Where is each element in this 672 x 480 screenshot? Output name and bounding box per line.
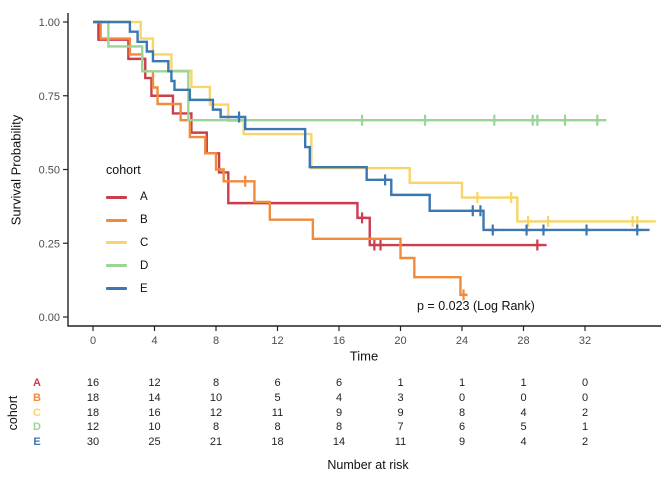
risk-count-C-t32: 2: [581, 407, 589, 419]
legend-swatch-B: [106, 218, 127, 222]
legend-item-A: A: [106, 186, 176, 209]
y-tick-label: 0.75: [39, 91, 60, 103]
risk-count-E-t8: 21: [209, 436, 223, 448]
risk-count-D-t32: 1: [581, 421, 589, 433]
legend-label-D: D: [140, 259, 149, 272]
y-tick-label: 0.25: [39, 238, 60, 250]
risk-count-B-t12: 5: [274, 392, 281, 404]
risk-count-C-t12: 11: [271, 407, 284, 419]
risk-count-E-t20: 11: [394, 436, 407, 448]
risk-row-label-E: E: [33, 436, 41, 448]
risk-count-E-t28: 4: [520, 436, 527, 448]
risk-count-C-t0: 18: [86, 407, 100, 419]
survival-curve-C: [93, 20, 656, 223]
risk-count-D-t28: 5: [520, 421, 527, 433]
risk-count-B-t4: 14: [148, 392, 161, 404]
censor-marks-C: [473, 192, 642, 227]
risk-count-A-t20: 1: [397, 377, 404, 389]
risk-count-D-t8: 8: [212, 421, 220, 433]
legend-swatch-C: [106, 241, 127, 245]
x-tick-label: 32: [579, 335, 591, 347]
risk-count-A-t16: 6: [335, 377, 343, 389]
risk-count-D-t24: 6: [458, 421, 466, 433]
risk-count-C-t16: 9: [335, 407, 343, 419]
risk-count-E-t32: 2: [581, 436, 589, 448]
risk-count-B-t32: 0: [581, 392, 589, 404]
x-tick-label: 4: [151, 335, 157, 347]
censor-marks-B: [241, 175, 468, 301]
x-tick-label: 12: [271, 335, 283, 347]
risk-row-label-A: A: [33, 377, 41, 389]
x-axis-title: Time: [349, 348, 379, 364]
risk-count-E-t12: 18: [271, 436, 284, 448]
risk-count-A-t4: 12: [148, 377, 161, 389]
risk-count-C-t20: 9: [397, 407, 404, 419]
y-tick-label: 0.00: [39, 312, 60, 324]
censor-marks-E: [235, 111, 642, 236]
axis-lines: [67, 13, 661, 327]
legend: cohort A B C D E: [106, 163, 176, 300]
risk-table-title: Number at risk: [327, 458, 409, 472]
risk-count-E-t24: 9: [458, 436, 466, 448]
risk-count-E-t0: 30: [86, 436, 100, 448]
risk-count-D-t12: 8: [274, 421, 281, 433]
risk-count-E-t4: 25: [148, 436, 161, 448]
pvalue-annotation: p = 0.023 (Log Rank): [417, 299, 535, 313]
legend-item-B: B: [106, 209, 176, 232]
risk-count-A-t8: 8: [212, 377, 220, 389]
legend-item-C: C: [106, 232, 176, 255]
legend-item-D: D: [106, 254, 176, 277]
survival-curve-A: [93, 20, 547, 247]
legend-item-E: E: [106, 277, 176, 300]
risk-count-C-t4: 16: [148, 407, 161, 419]
risk-row-label-C: C: [33, 407, 41, 419]
risk-count-D-t0: 12: [86, 421, 100, 433]
legend-label-E: E: [140, 282, 148, 295]
risk-count-B-t28: 0: [520, 392, 527, 404]
risk-count-B-t8: 10: [209, 392, 223, 404]
risk-row-label-B: B: [33, 392, 41, 404]
risk-count-D-t16: 8: [335, 421, 343, 433]
risk-count-A-t0: 16: [86, 377, 100, 389]
risk-count-D-t4: 10: [148, 421, 161, 433]
risk-count-E-t16: 14: [332, 436, 346, 448]
legend-swatch-E: [106, 287, 127, 291]
risk-count-C-t8: 12: [209, 407, 223, 419]
survival-curve-D: [93, 20, 607, 122]
censor-marks-A: [358, 212, 542, 251]
x-tick-label: 0: [90, 335, 96, 347]
x-tick-label: 24: [456, 335, 468, 347]
risk-count-A-t12: 6: [274, 377, 281, 389]
legend-swatch-A: [106, 195, 127, 199]
risk-table-axis-label: cohort: [6, 395, 20, 431]
y-tick-label: 1.00: [39, 17, 60, 29]
legend-swatch-D: [106, 264, 127, 268]
risk-count-B-t16: 4: [335, 392, 343, 404]
survival-curve-E: [93, 20, 650, 232]
risk-row-label-D: D: [33, 421, 41, 433]
risk-count-B-t24: 0: [458, 392, 466, 404]
x-tick-label: 20: [394, 335, 406, 347]
risk-count-C-t28: 4: [520, 407, 527, 419]
y-axis-title: Survival Probability: [8, 114, 24, 226]
risk-count-D-t20: 7: [397, 421, 404, 433]
risk-count-A-t28: 1: [520, 377, 527, 389]
risk-count-B-t0: 18: [86, 392, 100, 404]
risk-count-B-t20: 3: [397, 392, 404, 404]
x-tick-label: 16: [333, 335, 345, 347]
censor-marks-D: [358, 114, 602, 126]
risk-count-C-t24: 8: [458, 407, 466, 419]
x-tick-label: 28: [517, 335, 529, 347]
y-tick-label: 0.50: [39, 165, 60, 177]
risk-count-A-t32: 0: [581, 377, 589, 389]
legend-label-A: A: [140, 191, 148, 204]
legend-title: cohort: [106, 163, 141, 177]
legend-label-B: B: [140, 214, 148, 227]
risk-count-A-t24: 1: [458, 377, 466, 389]
legend-label-C: C: [140, 236, 149, 249]
x-tick-label: 8: [213, 335, 219, 347]
